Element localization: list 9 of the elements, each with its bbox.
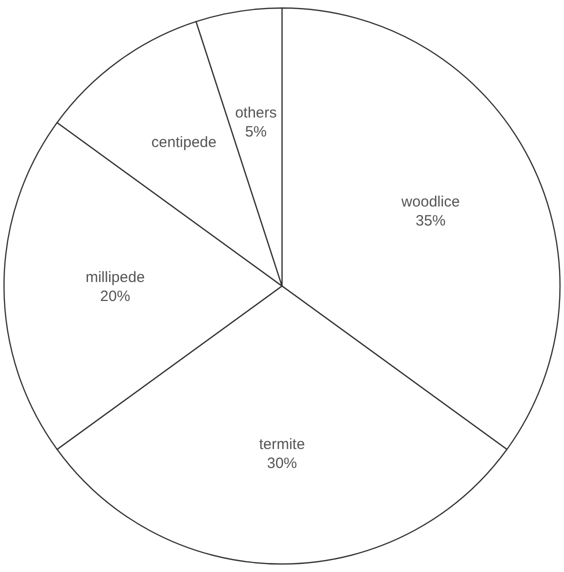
slice-label: others [235, 104, 277, 122]
data-label: 30% [266, 454, 298, 472]
slice-label: centipede [151, 134, 216, 152]
slice-label: termite [259, 436, 305, 453]
data-label: 35% [416, 212, 446, 230]
slice-label: millipede [86, 269, 145, 286]
data-label: 20% [100, 288, 130, 305]
slice-label: woodlice [400, 193, 460, 210]
data-label: 5% [245, 123, 267, 140]
